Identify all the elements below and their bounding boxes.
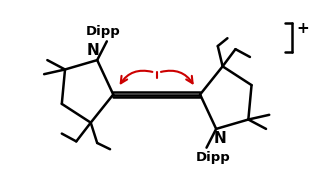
Text: Dipp: Dipp bbox=[86, 25, 121, 38]
Text: N: N bbox=[87, 43, 100, 58]
Text: +: + bbox=[296, 21, 309, 36]
Text: Dipp: Dipp bbox=[196, 151, 230, 164]
Text: N: N bbox=[214, 131, 226, 146]
